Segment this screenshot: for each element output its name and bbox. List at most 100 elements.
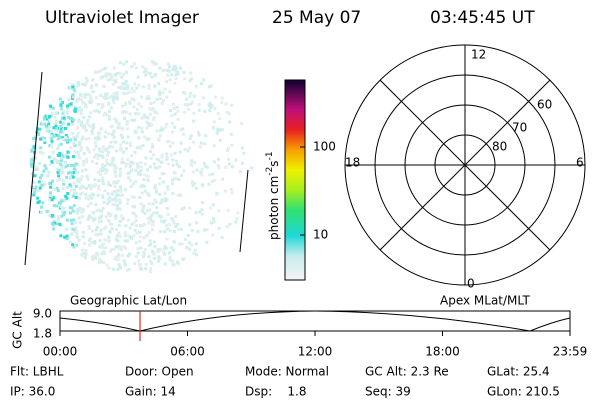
pixel xyxy=(97,132,101,135)
pixel xyxy=(92,148,96,152)
pixel xyxy=(121,136,124,140)
pixel xyxy=(103,164,107,168)
pixel xyxy=(137,136,141,140)
pixel xyxy=(64,227,68,231)
pixel xyxy=(200,212,204,216)
pixel xyxy=(55,222,59,226)
pixel xyxy=(183,148,187,152)
pixel xyxy=(190,77,193,81)
pixel xyxy=(143,173,147,177)
pixel xyxy=(104,246,108,250)
pixel xyxy=(80,254,84,258)
pixel xyxy=(43,122,47,126)
pixel xyxy=(129,185,133,189)
pixel xyxy=(108,196,112,200)
pixel xyxy=(30,165,34,169)
pixel xyxy=(190,228,194,232)
pixel xyxy=(226,149,229,153)
pixel xyxy=(56,153,60,157)
pixel xyxy=(83,92,87,96)
pixel xyxy=(147,86,151,90)
pixel xyxy=(178,193,182,197)
pixel xyxy=(138,145,142,149)
pixel xyxy=(171,219,175,223)
time-tick-label: 00:00 xyxy=(43,345,78,359)
pixel xyxy=(188,95,192,99)
pixel xyxy=(148,270,152,274)
pixel xyxy=(60,171,64,174)
pixel xyxy=(116,124,120,127)
pixel xyxy=(182,169,186,173)
pixel xyxy=(153,74,157,78)
pixel xyxy=(121,127,125,131)
pixel xyxy=(190,243,193,247)
pixel xyxy=(110,227,114,231)
pixel xyxy=(92,126,96,129)
pixel xyxy=(43,164,47,168)
pixel xyxy=(44,124,48,128)
pixel xyxy=(160,172,164,176)
pixel xyxy=(133,150,137,154)
pixel xyxy=(170,114,174,118)
pixel xyxy=(48,125,51,129)
pixel xyxy=(97,147,101,151)
pixel xyxy=(135,162,139,166)
pixel xyxy=(107,114,111,118)
pixel xyxy=(76,84,80,88)
pixel xyxy=(51,106,55,110)
pixel xyxy=(157,214,161,218)
pixel xyxy=(144,267,148,271)
pixel xyxy=(96,170,100,174)
pixel xyxy=(84,128,88,132)
info-field: Dsp: 1.8 xyxy=(245,385,307,399)
pixel xyxy=(118,174,122,178)
pixel xyxy=(125,202,129,206)
pixel xyxy=(55,186,59,190)
colorbar-unit: photon cm-2s-1 xyxy=(265,151,281,240)
pixel xyxy=(145,120,149,124)
pixel xyxy=(135,231,139,235)
pixel xyxy=(52,219,56,223)
pixel xyxy=(142,178,146,182)
lat-label: 70 xyxy=(512,121,527,135)
pixel xyxy=(238,170,242,174)
colorbar xyxy=(284,79,306,281)
pixel xyxy=(197,133,201,137)
pixel xyxy=(97,179,101,182)
limb-line xyxy=(239,169,249,253)
pixel xyxy=(39,205,43,209)
pixel xyxy=(80,98,84,102)
pixel xyxy=(151,145,154,149)
pixel xyxy=(85,81,89,85)
pixel xyxy=(88,97,92,101)
pixel xyxy=(40,210,44,214)
pixel xyxy=(64,133,68,137)
pixel xyxy=(217,209,221,213)
pixel xyxy=(93,241,97,245)
pixel xyxy=(40,183,44,187)
pixel xyxy=(156,250,160,253)
pixel xyxy=(117,193,121,197)
pixel xyxy=(158,97,162,100)
pixel xyxy=(224,165,228,169)
pixel xyxy=(167,251,171,255)
pixel xyxy=(69,188,73,192)
pixel xyxy=(213,106,217,110)
pixel xyxy=(164,247,168,250)
pixel xyxy=(95,161,99,165)
pixel xyxy=(193,249,197,253)
pixel xyxy=(211,203,215,207)
pixel xyxy=(188,79,192,82)
pixel xyxy=(101,246,105,250)
pixel xyxy=(118,264,122,268)
pixel xyxy=(147,255,151,259)
pixel xyxy=(76,212,79,215)
pixel xyxy=(160,102,164,105)
pixel xyxy=(152,100,156,104)
pixel xyxy=(153,186,157,190)
pixel xyxy=(104,66,107,70)
pixel xyxy=(114,166,118,170)
pixel xyxy=(189,134,193,138)
pixel xyxy=(71,175,75,179)
pixel xyxy=(50,139,54,143)
